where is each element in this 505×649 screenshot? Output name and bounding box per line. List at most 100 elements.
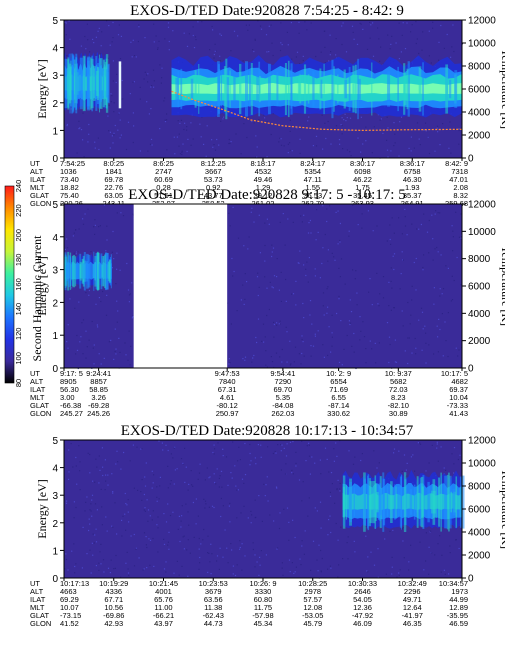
table-cell: 8:30:17 — [350, 159, 375, 168]
noise-speckle — [119, 137, 121, 139]
noise-speckle — [268, 308, 270, 311]
noise-speckle — [106, 530, 108, 532]
noise-speckle — [163, 538, 165, 540]
noise-speckle — [272, 452, 274, 455]
band-streak — [105, 69, 109, 98]
noise-speckle — [299, 63, 301, 65]
noise-speckle — [289, 340, 291, 342]
noise-speckle — [377, 548, 379, 550]
noise-speckle — [100, 300, 102, 303]
noise-speckle — [453, 279, 455, 282]
noise-speckle — [423, 569, 425, 571]
noise-speckle — [195, 498, 197, 500]
noise-speckle — [283, 508, 285, 510]
noise-speckle — [407, 337, 409, 339]
noise-speckle — [84, 35, 86, 38]
table-cell: 7840 — [219, 377, 236, 386]
noise-speckle — [99, 469, 101, 471]
noise-speckle — [82, 223, 85, 225]
noise-speckle — [218, 568, 220, 570]
noise-speckle — [253, 354, 255, 357]
noise-speckle — [100, 488, 102, 490]
noise-speckle — [428, 252, 430, 254]
noise-speckle — [295, 566, 297, 568]
noise-speckle — [161, 442, 163, 444]
noise-speckle — [346, 117, 348, 119]
noise-speckle — [66, 341, 68, 343]
noise-speckle — [382, 132, 384, 134]
band-streak — [104, 254, 106, 289]
table-cell: -66.21 — [153, 611, 174, 620]
noise-speckle — [401, 34, 403, 36]
noise-speckle — [75, 506, 77, 509]
band-streak — [100, 253, 103, 290]
noise-speckle — [238, 548, 241, 550]
noise-speckle — [378, 38, 380, 40]
noise-speckle — [360, 116, 362, 118]
band-streak — [460, 476, 462, 528]
noise-speckle — [334, 502, 336, 504]
noise-speckle — [254, 457, 256, 459]
noise-speckle — [124, 342, 126, 344]
noise-speckle — [438, 318, 440, 320]
noise-speckle — [458, 129, 460, 132]
noise-speckle — [317, 231, 319, 233]
noise-speckle — [352, 463, 355, 465]
noise-speckle — [243, 505, 245, 507]
noise-speckle — [89, 51, 91, 53]
noise-speckle — [90, 572, 92, 574]
noise-speckle — [336, 488, 338, 490]
noise-speckle — [87, 141, 89, 143]
band-streak — [75, 56, 77, 110]
noise-speckle — [400, 51, 402, 53]
noise-speckle — [259, 25, 262, 27]
noise-speckle — [73, 517, 75, 519]
noise-speckle — [89, 523, 91, 525]
noise-speckle — [337, 479, 339, 481]
noise-speckle — [116, 300, 118, 302]
noise-speckle — [150, 108, 152, 110]
noise-speckle — [333, 256, 335, 258]
noise-speckle — [167, 541, 169, 543]
table-cell: 75.40 — [60, 191, 79, 200]
table-cell: 3330 — [255, 587, 272, 596]
noise-speckle — [410, 314, 412, 316]
table-cell: 0.28 — [156, 183, 171, 192]
noise-speckle — [280, 271, 282, 273]
noise-speckle — [96, 324, 98, 326]
noise-speckle — [91, 494, 94, 496]
noise-speckle — [315, 135, 318, 137]
early-band — [64, 52, 110, 114]
noise-speckle — [361, 227, 363, 229]
noise-speckle — [441, 293, 443, 295]
noise-speckle — [411, 299, 413, 301]
noise-speckle — [65, 34, 67, 36]
noise-speckle — [166, 149, 168, 151]
noise-speckle — [277, 444, 279, 446]
table-cell: 10.56 — [104, 603, 123, 612]
noise-speckle — [244, 298, 246, 300]
noise-speckle — [268, 223, 270, 225]
noise-speckle — [210, 543, 212, 545]
noise-speckle — [290, 22, 292, 24]
noise-speckle — [100, 543, 102, 545]
noise-speckle — [292, 519, 294, 521]
noise-speckle — [199, 123, 201, 125]
noise-speckle — [270, 133, 272, 136]
band-streak — [226, 77, 230, 101]
band-streak — [259, 76, 261, 103]
noise-speckle — [343, 119, 345, 121]
y2-tick-label: 12000 — [468, 200, 496, 211]
noise-speckle — [194, 36, 197, 38]
noise-speckle — [321, 114, 323, 116]
noise-speckle — [122, 515, 124, 517]
noise-speckle — [195, 39, 197, 41]
noise-speckle — [95, 36, 97, 38]
noise-speckle — [76, 251, 78, 253]
noise-speckle — [386, 240, 388, 242]
noise-speckle — [298, 479, 301, 481]
band-streak — [403, 472, 407, 532]
table-cell: 7:54:25 — [60, 159, 85, 168]
noise-speckle — [281, 444, 283, 446]
noise-speckle — [222, 505, 224, 507]
